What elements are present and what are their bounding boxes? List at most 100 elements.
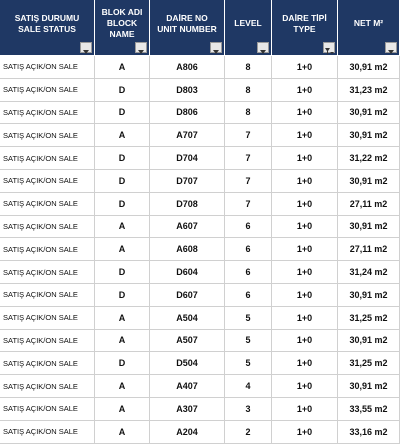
filter-button[interactable] (385, 42, 397, 54)
data-cell: 1+0 (272, 375, 338, 398)
filter-button[interactable] (210, 42, 222, 54)
data-cell: 8 (225, 56, 272, 79)
data-cell: 33,16 m2 (338, 420, 400, 444)
data-cell: D (95, 352, 150, 376)
data-cell: A504 (150, 306, 225, 330)
dropdown-icon (213, 50, 219, 54)
header-text: SATIŞ DURUMU (14, 12, 80, 23)
data-cell: 31,22 m2 (338, 147, 400, 170)
data-cell: A (95, 306, 150, 330)
data-cell: A (95, 124, 150, 148)
dropdown-icon (83, 50, 89, 54)
data-cell: A (95, 375, 150, 398)
data-cell: 1+0 (272, 284, 338, 307)
status-cell: SATIŞ AÇIK/ON SALE (0, 124, 95, 148)
data-cell: 1+0 (272, 329, 338, 353)
data-cell: 7 (225, 192, 272, 216)
data-cell: A707 (150, 124, 225, 148)
data-cell: 27,11 m2 (338, 238, 400, 262)
status-cell: SATIŞ AÇIK/ON SALE (0, 352, 95, 376)
data-cell: A (95, 56, 150, 79)
data-cell: 7 (225, 147, 272, 170)
data-cell: A608 (150, 238, 225, 262)
data-cell: 1+0 (272, 170, 338, 193)
data-cell: 8 (225, 101, 272, 125)
filter-button[interactable] (257, 42, 269, 54)
data-cell: D (95, 284, 150, 307)
data-cell: A (95, 398, 150, 421)
data-cell: 30,91 m2 (338, 375, 400, 398)
status-cell: SATIŞ AÇIK/ON SALE (0, 215, 95, 239)
header-text: DAİRE NO (166, 12, 208, 23)
status-cell: SATIŞ AÇIK/ON SALE (0, 284, 95, 307)
data-cell: D803 (150, 78, 225, 102)
header-text: DAİRE TİPİ (282, 12, 327, 23)
data-cell: 27,11 m2 (338, 192, 400, 216)
data-cell: 1+0 (272, 192, 338, 216)
data-cell: 1+0 (272, 306, 338, 330)
header-cell: SATIŞ DURUMU SALE STATUS (0, 0, 95, 56)
data-cell: 31,24 m2 (338, 261, 400, 284)
data-cell: A204 (150, 420, 225, 444)
data-cell: A (95, 420, 150, 444)
data-cell: 1+0 (272, 238, 338, 262)
status-cell: SATIŞ AÇIK/ON SALE (0, 170, 95, 193)
filter-button[interactable] (80, 42, 92, 54)
data-cell: 2 (225, 420, 272, 444)
status-cell: SATIŞ AÇIK/ON SALE (0, 398, 95, 421)
data-cell: 1+0 (272, 398, 338, 421)
data-cell: 4 (225, 375, 272, 398)
dropdown-icon (388, 50, 394, 54)
data-cell: 7 (225, 124, 272, 148)
data-cell: 7 (225, 170, 272, 193)
data-cell: 1+0 (272, 215, 338, 239)
data-cell: 1+0 (272, 101, 338, 125)
data-cell: 30,91 m2 (338, 101, 400, 125)
data-cell: 6 (225, 238, 272, 262)
data-cell: A407 (150, 375, 225, 398)
data-cell: 1+0 (272, 352, 338, 376)
data-cell: D704 (150, 147, 225, 170)
status-cell: SATIŞ AÇIK/ON SALE (0, 420, 95, 444)
header-text: BLOCK (106, 18, 138, 28)
filter-icon (325, 48, 334, 55)
header-text: TYPE (293, 23, 316, 34)
status-cell: SATIŞ AÇIK/ON SALE (0, 306, 95, 330)
status-cell: SATIŞ AÇIK/ON SALE (0, 56, 95, 79)
status-cell: SATIŞ AÇIK/ON SALE (0, 261, 95, 284)
data-cell: A607 (150, 215, 225, 239)
status-cell: SATIŞ AÇIK/ON SALE (0, 192, 95, 216)
data-cell: D604 (150, 261, 225, 284)
data-cell: A (95, 329, 150, 353)
dropdown-icon (260, 50, 266, 54)
status-cell: SATIŞ AÇIK/ON SALE (0, 329, 95, 353)
status-cell: SATIŞ AÇIK/ON SALE (0, 375, 95, 398)
data-cell: A (95, 238, 150, 262)
data-cell: 30,91 m2 (338, 124, 400, 148)
header-text: LEVEL (234, 18, 262, 28)
data-cell: 30,91 m2 (338, 215, 400, 239)
data-cell: 1+0 (272, 147, 338, 170)
filter-button[interactable] (323, 42, 335, 55)
data-cell: A (95, 215, 150, 239)
data-cell: 3 (225, 398, 272, 421)
data-cell: 31,25 m2 (338, 306, 400, 330)
data-cell: 1+0 (272, 56, 338, 79)
dropdown-icon (138, 50, 144, 54)
status-cell: SATIŞ AÇIK/ON SALE (0, 78, 95, 102)
data-cell: 6 (225, 261, 272, 284)
data-cell: 31,25 m2 (338, 352, 400, 376)
header-text: NAME (109, 29, 135, 39)
data-cell: 6 (225, 284, 272, 307)
data-cell: D504 (150, 352, 225, 376)
filter-button[interactable] (135, 42, 147, 54)
data-cell: 5 (225, 329, 272, 353)
data-cell: 5 (225, 306, 272, 330)
data-cell: 30,91 m2 (338, 329, 400, 353)
status-cell: SATIŞ AÇIK/ON SALE (0, 101, 95, 125)
data-cell: D607 (150, 284, 225, 307)
data-cell: D (95, 192, 150, 216)
data-cell: 30,91 m2 (338, 56, 400, 79)
data-cell: 30,91 m2 (338, 284, 400, 307)
